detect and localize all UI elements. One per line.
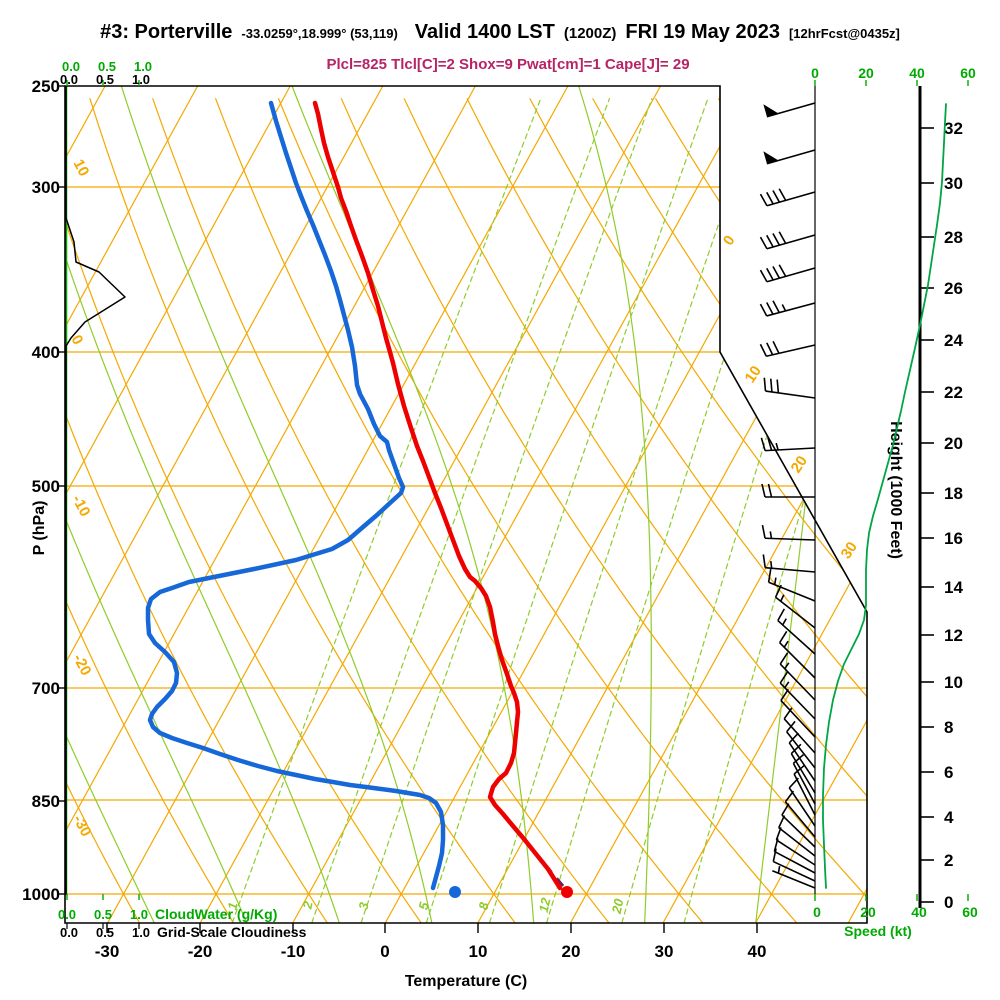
svg-text:-10: -10	[281, 942, 306, 961]
svg-text:14: 14	[944, 578, 963, 597]
svg-text:0: 0	[811, 65, 819, 81]
svg-text:20: 20	[944, 434, 963, 453]
valid-time: Valid 1400 LST	[414, 21, 555, 43]
svg-text:0: 0	[813, 904, 821, 920]
svg-text:60: 60	[960, 65, 976, 81]
svg-text:12: 12	[944, 626, 963, 645]
svg-text:20: 20	[609, 897, 627, 916]
svg-text:60: 60	[962, 904, 978, 920]
svg-text:1.0: 1.0	[130, 907, 148, 922]
svg-text:32: 32	[944, 119, 963, 138]
svg-text:10: 10	[469, 942, 488, 961]
svg-text:1: 1	[225, 901, 241, 911]
svg-text:0: 0	[720, 232, 739, 248]
svg-text:3: 3	[356, 900, 372, 911]
svg-text:30: 30	[655, 942, 674, 961]
svg-text:26: 26	[944, 279, 963, 298]
svg-text:0.5: 0.5	[94, 907, 112, 922]
svg-text:10: 10	[944, 673, 963, 692]
svg-text:28: 28	[944, 228, 963, 247]
svg-text:0.0: 0.0	[62, 59, 80, 74]
svg-text:5: 5	[416, 900, 432, 911]
svg-text:Height (1000 Feet): Height (1000 Feet)	[887, 421, 904, 559]
svg-text:30: 30	[944, 174, 963, 193]
svg-text:300: 300	[32, 178, 60, 197]
svg-text:40: 40	[748, 942, 767, 961]
svg-text:0: 0	[944, 893, 953, 912]
svg-text:0: 0	[380, 942, 389, 961]
svg-text:500: 500	[32, 477, 60, 496]
svg-text:P (hPa): P (hPa)	[31, 501, 48, 556]
svg-text:-10: -10	[68, 492, 93, 519]
svg-text:20: 20	[788, 453, 811, 476]
svg-text:10: 10	[70, 157, 93, 180]
svg-text:20: 20	[562, 942, 581, 961]
svg-text:0.0: 0.0	[58, 907, 76, 922]
svg-text:30: 30	[838, 539, 861, 562]
svg-text:2: 2	[944, 851, 953, 870]
svg-text:12: 12	[536, 896, 554, 914]
svg-text:20: 20	[860, 904, 876, 920]
svg-text:0: 0	[68, 332, 87, 347]
forecast-tag: [12hrFcst@0435z]	[788, 26, 900, 41]
valid-date: FRI 19 May 2023	[625, 21, 780, 43]
svg-text:-20: -20	[188, 942, 213, 961]
sounding-indices-line: Plcl=825 Tlcl[C]=2 Shox=9 Pwat[cm]=1 Cap…	[326, 56, 690, 73]
svg-text:1000: 1000	[22, 885, 60, 904]
valid-zulu: (1200Z)	[563, 25, 617, 42]
svg-text:8: 8	[944, 718, 953, 737]
svg-text:0.5: 0.5	[96, 925, 114, 940]
svg-text:40: 40	[909, 65, 925, 81]
svg-text:1.0: 1.0	[132, 925, 150, 940]
svg-text:0.5: 0.5	[96, 72, 114, 87]
station-id: #3: Porterville	[100, 21, 233, 43]
svg-text:8: 8	[476, 900, 492, 911]
svg-text:18: 18	[944, 484, 963, 503]
svg-text:40: 40	[911, 904, 927, 920]
svg-text:0.0: 0.0	[60, 925, 78, 940]
svg-text:700: 700	[32, 679, 60, 698]
svg-text:-30: -30	[95, 942, 120, 961]
svg-text:1.0: 1.0	[134, 59, 152, 74]
svg-text:0.5: 0.5	[98, 59, 116, 74]
svg-text:400: 400	[32, 343, 60, 362]
svg-text:Grid-Scale Cloudiness: Grid-Scale Cloudiness	[157, 924, 307, 940]
svg-text:850: 850	[32, 792, 60, 811]
svg-text:Temperature (C): Temperature (C)	[405, 973, 527, 990]
svg-text:1.0: 1.0	[132, 72, 150, 87]
svg-text:22: 22	[944, 383, 963, 402]
svg-text:4: 4	[944, 808, 954, 827]
station-coords: -33.0259°,18.999° (53,119)	[241, 26, 398, 41]
svg-text:250: 250	[32, 77, 60, 96]
svg-text:10: 10	[742, 363, 765, 386]
svg-text:2: 2	[299, 899, 316, 911]
svg-text:24: 24	[944, 331, 963, 350]
svg-text:CloudWater (g/Kg): CloudWater (g/Kg)	[155, 906, 277, 922]
svg-text:6: 6	[944, 763, 953, 782]
svg-text:20: 20	[858, 65, 874, 81]
svg-text:16: 16	[944, 529, 963, 548]
svg-text:Speed (kt): Speed (kt)	[844, 923, 912, 939]
svg-text:0.0: 0.0	[60, 72, 78, 87]
chart-title: #3: Porterville -33.0259°,18.999° (53,11…	[0, 21, 1000, 44]
